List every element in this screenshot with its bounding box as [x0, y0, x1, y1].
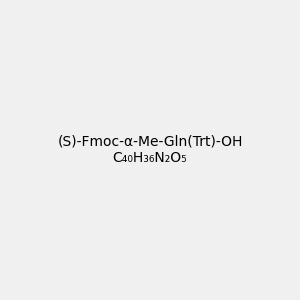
Text: (S)-Fmoc-α-Me-Gln(Trt)-OH
C₄₀H₃₆N₂O₅: (S)-Fmoc-α-Me-Gln(Trt)-OH C₄₀H₃₆N₂O₅ [57, 135, 243, 165]
